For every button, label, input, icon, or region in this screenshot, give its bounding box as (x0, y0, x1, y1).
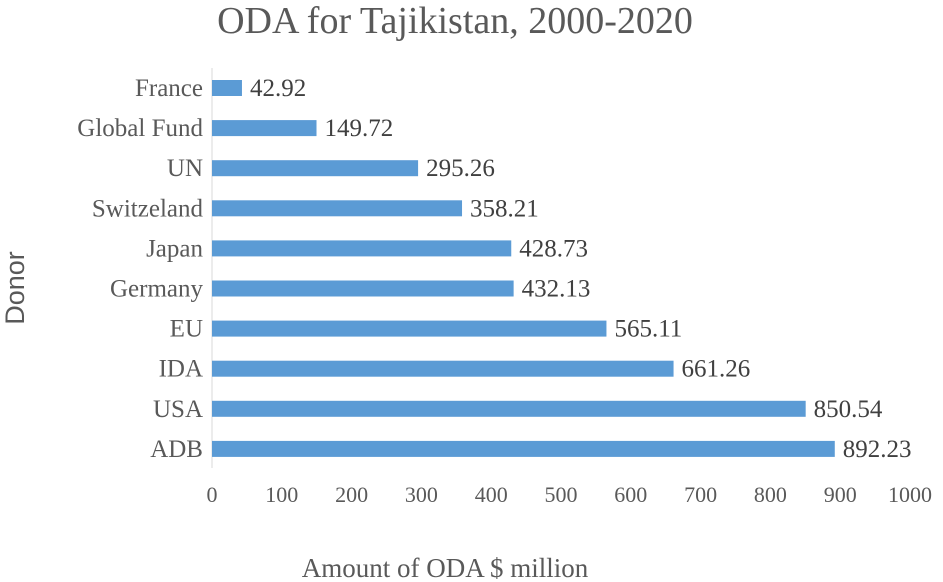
data-label: 565.11 (614, 316, 682, 343)
category-label: Japan (146, 235, 203, 262)
x-tick-label: 1000 (888, 482, 932, 507)
data-label: 661.26 (682, 356, 751, 383)
category-label: Global Fund (77, 115, 203, 142)
category-label: ADB (150, 436, 203, 463)
x-tick-label: 300 (405, 482, 438, 507)
category-label: UN (167, 155, 203, 182)
bar-germany (212, 280, 514, 297)
x-tick-label: 500 (545, 482, 578, 507)
bar-france (212, 80, 242, 96)
x-tick-label: 400 (475, 482, 508, 507)
category-label: Germany (110, 276, 204, 303)
x-tick-label: 700 (684, 482, 717, 507)
y-axis-label: Donor (0, 251, 30, 325)
category-label: France (135, 75, 203, 102)
data-label: 149.72 (325, 115, 394, 142)
x-tick-label: 100 (265, 482, 298, 507)
bar-usa (212, 400, 806, 417)
category-labels: France Global Fund UN Switzeland Japan German… (77, 75, 203, 463)
data-label: 358.21 (470, 195, 539, 222)
x-axis-label: Amount of ODA $ million (302, 553, 589, 582)
data-label: 295.26 (426, 155, 495, 182)
category-label: IDA (159, 356, 203, 383)
category-label: USA (153, 396, 203, 423)
data-label: 42.92 (250, 75, 306, 102)
bar-adb (212, 440, 835, 457)
bar-switzeland (212, 200, 463, 217)
bar-eu (212, 320, 607, 337)
bars-group (212, 80, 835, 457)
category-label: EU (170, 316, 203, 343)
x-tick-label: 900 (824, 482, 857, 507)
category-label: Switzeland (92, 195, 204, 222)
x-tick-label: 800 (754, 482, 787, 507)
data-label: 432.13 (522, 276, 591, 303)
data-label: 850.54 (814, 396, 883, 423)
bar-global-fund (212, 120, 317, 137)
data-label: 428.73 (519, 235, 588, 262)
x-tick-label: 600 (614, 482, 647, 507)
x-tick-labels: 0 100 200 300 400 500 600 700 800 900 1000 (207, 482, 933, 507)
data-labels: 42.92 149.72 295.26 358.21 428.73 432.13 565.1… (250, 75, 912, 463)
x-tick-label: 200 (335, 482, 368, 507)
data-label: 892.23 (843, 436, 912, 463)
x-tick-label: 0 (207, 482, 218, 507)
bar-un (212, 160, 419, 177)
bar-ida (212, 360, 674, 377)
chart-title: ODA for Tajikistan, 2000-2020 (217, 0, 693, 42)
bar-japan (212, 240, 512, 257)
